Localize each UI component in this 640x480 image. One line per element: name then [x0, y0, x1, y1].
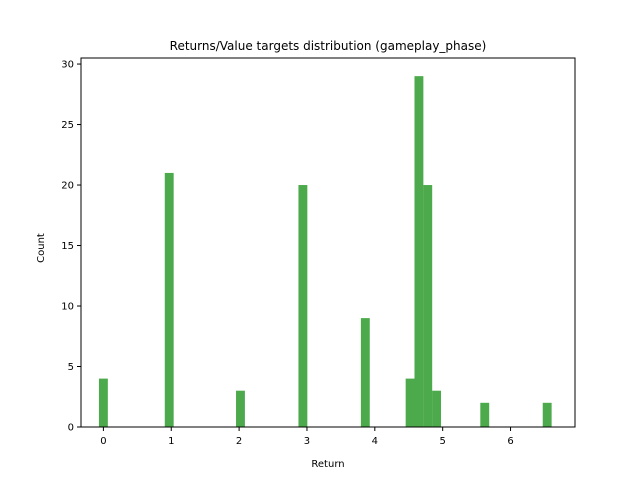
histogram-bar-10: [542, 402, 552, 427]
histogram-bar-8: [432, 390, 442, 427]
y-tick-label: 25: [61, 120, 74, 131]
histogram-bar-4: [360, 318, 370, 427]
x-tick-label: 4: [372, 436, 378, 447]
axes-frame: [80, 57, 576, 428]
y-tick-label: 30: [61, 60, 74, 71]
x-tick-label: 6: [507, 436, 513, 447]
histogram-bar-9: [480, 402, 490, 427]
y-ticks: 0 5 10 15 20 25 30: [61, 60, 81, 434]
y-tick-label: 5: [68, 362, 74, 373]
y-tick-label: 10: [61, 302, 74, 313]
bars-group: [98, 76, 552, 428]
y-tick-label: 0: [68, 423, 74, 434]
x-tick-label: 0: [100, 436, 106, 447]
x-ticks: 0 1 2 3 4 5 6: [100, 427, 514, 447]
histogram-bar-7: [423, 185, 433, 427]
x-tick-label: 5: [439, 436, 445, 447]
histogram-bar-3: [298, 185, 308, 427]
histogram-bar-6: [414, 76, 424, 428]
histogram-bar-5: [405, 378, 415, 427]
y-tick-label: 15: [61, 241, 74, 252]
histogram-bar-2: [236, 390, 245, 427]
x-tick-label: 1: [168, 436, 174, 447]
x-tick-label: 2: [236, 436, 242, 447]
chart-title: Returns/Value targets distribution (game…: [170, 39, 487, 53]
x-axis-label: Return: [311, 459, 344, 470]
histogram-bar-1: [164, 172, 174, 427]
histogram-bar-0: [98, 378, 108, 427]
y-axis-label: Count: [36, 233, 47, 263]
x-tick-label: 3: [304, 436, 310, 447]
y-tick-label: 20: [61, 181, 74, 192]
